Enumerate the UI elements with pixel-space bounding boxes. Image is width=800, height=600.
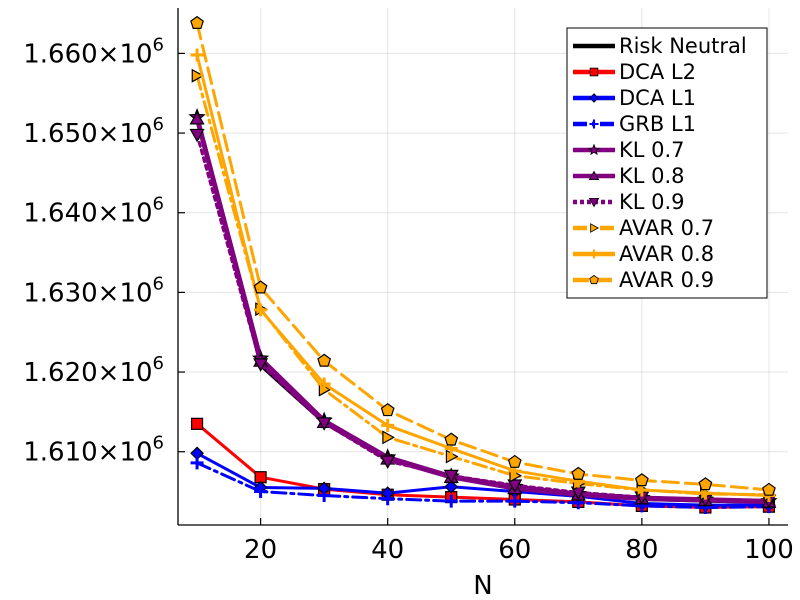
series-3-point-1 — [254, 485, 268, 499]
y-tick-label-3: 1.640×106 — [23, 194, 164, 229]
y-tick-label-2: 1.630×106 — [23, 273, 164, 308]
series-3-point-5 — [508, 494, 522, 508]
series-line-2 — [195, 451, 771, 507]
series-9-point-7 — [634, 473, 649, 487]
series-6-point-2 — [316, 417, 332, 431]
series-9-point-9 — [762, 482, 776, 496]
series-1-point-0 — [190, 417, 204, 430]
legend-item-0: Risk Neutral — [573, 34, 747, 58]
series-3-point-3 — [381, 492, 395, 506]
series-avar-09 — [190, 15, 776, 496]
legend-marker-2 — [589, 93, 599, 103]
legend-marker-3 — [589, 119, 599, 129]
x-tick-label-2: 60 — [498, 535, 531, 565]
legend-item-7: AVAR 0.7 — [573, 216, 714, 240]
series-6-point-0 — [189, 128, 205, 143]
legend-marker-5 — [588, 170, 600, 181]
legend-item-4: KL 0.7 — [573, 138, 685, 162]
legend-label-7: AVAR 0.7 — [619, 216, 714, 240]
series-line-9 — [195, 21, 771, 492]
series-9-point-2 — [317, 353, 332, 367]
y-tick-label-5: 1.660×106 — [23, 34, 164, 69]
series-8-point-1 — [254, 303, 268, 317]
series-line-8 — [195, 53, 771, 498]
y-tick-label-4: 1.650×106 — [23, 114, 164, 149]
legend-item-9: AVAR 0.9 — [573, 268, 714, 292]
series-8-point-2 — [317, 377, 331, 391]
legend-item-5: KL 0.8 — [573, 164, 685, 188]
x-tick-label-3: 80 — [625, 535, 658, 565]
series-9-point-3 — [380, 403, 395, 417]
legend-label-3: GRB L1 — [619, 112, 696, 136]
series-line-3 — [195, 461, 771, 509]
legend-label-4: KL 0.7 — [619, 138, 685, 162]
legend-marker-7 — [590, 223, 600, 233]
legend-label-5: KL 0.8 — [619, 164, 685, 188]
legend-item-6: KL 0.9 — [573, 190, 685, 214]
series-9-point-1 — [253, 280, 268, 294]
series-6-point-5 — [507, 479, 523, 493]
series-kl-09 — [189, 128, 777, 509]
legend-label-1: DCA L2 — [619, 60, 696, 84]
series-8-point-3 — [381, 418, 395, 432]
series-6-point-3 — [380, 455, 396, 470]
x-tick-label-0: 20 — [244, 535, 277, 565]
legend-marker-6 — [588, 197, 600, 208]
legend-label-0: Risk Neutral — [619, 34, 747, 58]
x-tick-label-4: 100 — [744, 535, 794, 565]
series-9-point-4 — [444, 432, 459, 446]
legend-item-8: AVAR 0.8 — [573, 242, 714, 266]
legend-marker-4 — [587, 143, 601, 156]
series-3-point-0 — [190, 456, 204, 470]
series-9-point-5 — [507, 454, 522, 468]
legend-label-2: DCA L1 — [619, 86, 696, 110]
legend-label-8: AVAR 0.8 — [619, 242, 714, 266]
series-3-point-2 — [317, 489, 331, 503]
legend-label-6: KL 0.9 — [619, 190, 685, 214]
series-7-point-3 — [382, 430, 395, 445]
x-axis-title: N — [473, 571, 492, 600]
series-5-point-0 — [189, 110, 205, 125]
legend-item-2: DCA L1 — [573, 86, 696, 110]
series-line-1 — [195, 422, 771, 509]
legend-label-9: AVAR 0.9 — [619, 268, 714, 292]
series-9-point-8 — [698, 477, 713, 491]
series-9-point-0 — [190, 15, 204, 29]
y-tick-label-0: 1.610×106 — [23, 433, 164, 468]
series-layer — [188, 15, 778, 514]
axes-layer: 20 40 60 80 100 1.610×106 1.620×106 1.630×106 1.… — [23, 8, 794, 565]
y-tick-label-1: 1.620×106 — [23, 353, 164, 388]
series-2-point-4 — [444, 479, 459, 494]
series-3-point-4 — [444, 494, 458, 508]
legend-item-3: GRB L1 — [573, 112, 696, 136]
series-line-6 — [195, 133, 771, 502]
legend-marker-1 — [589, 67, 599, 77]
x-tick-label-1: 40 — [371, 535, 404, 565]
series-6-point-1 — [253, 358, 269, 372]
series-7-point-0 — [191, 68, 205, 83]
series-9-point-6 — [571, 466, 586, 480]
legend-item-1: DCA L2 — [573, 60, 696, 84]
series-8-point-0 — [190, 48, 204, 62]
legend-marker-9 — [589, 274, 599, 285]
legend-marker-8 — [589, 249, 599, 259]
series-6-point-4 — [443, 469, 459, 484]
